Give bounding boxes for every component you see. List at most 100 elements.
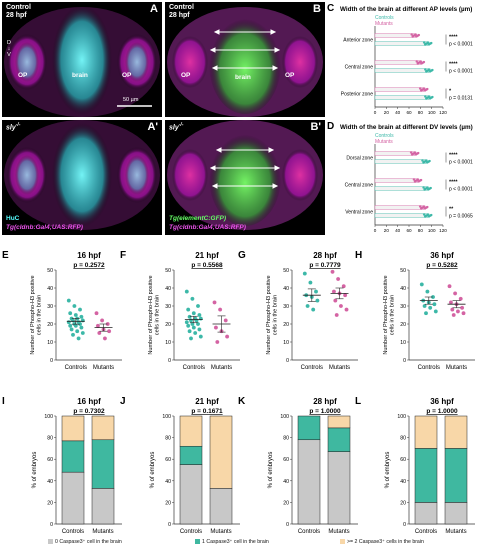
mutants-point-H <box>453 291 458 296</box>
mutants-point-H <box>447 284 452 289</box>
mutants-point-C <box>420 89 423 92</box>
y-tick-label-J: 60 <box>165 457 171 463</box>
y-axis-label-G: Number of Phospho-H3 positivecells in th… <box>266 275 279 354</box>
controls-point-E <box>80 331 85 335</box>
mutants-range-C <box>374 87 424 92</box>
controls-point-F <box>191 311 196 316</box>
mutants-point-G <box>338 304 343 308</box>
marker-huc-label: HuC <box>6 215 20 222</box>
y-tick-label-I: 20 <box>47 500 53 506</box>
y-tick-label-G: 10 <box>283 340 289 346</box>
controls-point-C <box>425 70 428 73</box>
y-axis-label-L: % of embryos <box>385 452 391 489</box>
mutants-range-C <box>374 33 416 38</box>
controls-point-E <box>69 327 74 332</box>
x-tick-label-F: Mutants <box>211 365 232 371</box>
panel-letter-C: C <box>327 3 334 14</box>
p-value-K: p = 1.0000 <box>309 408 341 415</box>
y-tick-label-L: 80 <box>400 436 406 442</box>
bar-segment-K-mutants-1 <box>327 427 351 452</box>
sig-stars-C: * <box>449 89 452 95</box>
x-tick-label-K: Controls <box>298 529 320 535</box>
micrograph-a-prime-image <box>4 120 160 230</box>
y-tick-label-E: 40 <box>47 286 53 292</box>
mutants-point-D <box>419 205 422 208</box>
y-tick-label-K: 40 <box>283 479 289 485</box>
sig-stars-D: **** <box>449 180 458 186</box>
p-value-J: p = 0.1671 <box>191 408 223 415</box>
p-value-D: p = 0.0065 <box>449 214 473 220</box>
y-tick-label-H: 0 <box>403 358 406 364</box>
controls-range-C <box>374 68 430 73</box>
legend-cat1-swatch <box>195 539 200 545</box>
mutants-point-H <box>461 311 466 316</box>
p-value-C: p < 0.0001 <box>449 69 473 75</box>
p-value-C: p = 0.0131 <box>449 96 473 102</box>
y-axis-label-H: Number of Phospho-H3 positivecells in th… <box>383 275 396 354</box>
y-axis-label-E: Number of Phospho-H3 positivecells in th… <box>30 275 43 354</box>
legend-cat2-swatch <box>340 539 345 545</box>
bar-segment-L-controls-0 <box>414 502 438 525</box>
panel-letter-K: K <box>238 396 246 407</box>
legend-mutants-C: Mutants <box>375 21 393 27</box>
x-tick-label-D: 40 <box>395 228 401 233</box>
x-tick-label-D: 20 <box>384 228 390 233</box>
marker-cldnb-label: Tg(cldnb:Gal4;UAS:RFP) <box>169 224 246 231</box>
genotype-sup: -/- <box>15 122 21 128</box>
controls-point-H <box>433 309 438 314</box>
x-tick-label-I: Controls <box>62 529 84 535</box>
controls-point-G <box>315 298 320 303</box>
group-label-C: Posterior zone <box>341 92 373 98</box>
bar-segment-L-mutants-0 <box>444 502 468 525</box>
p-value-G: p = 0.7779 <box>309 262 341 269</box>
controls-point-C <box>425 97 428 100</box>
controls-point-E <box>79 314 84 319</box>
y-tick-label-L: 40 <box>400 479 406 485</box>
y-tick-label-E: 10 <box>47 340 53 346</box>
y-tick-label-I: 80 <box>47 436 53 442</box>
marker-elementc-label: Tg(elementC:GFP) <box>169 215 227 222</box>
x-tick-label-K: Mutants <box>328 529 349 535</box>
y-tick-label-J: 80 <box>165 436 171 442</box>
mutants-point-F <box>218 307 223 312</box>
controls-point-C <box>427 41 430 44</box>
mutants-point-E <box>94 311 99 316</box>
mutants-point-F <box>215 340 220 344</box>
panel-letter-E: E <box>2 250 9 261</box>
bar-segment-K-controls-1 <box>297 415 321 441</box>
x-tick-label-I: Mutants <box>92 529 113 535</box>
mutants-point-H <box>450 307 455 312</box>
x-tick-label-C: 60 <box>406 110 412 115</box>
axis-label-dv: D ↓ V <box>7 40 11 58</box>
panel-letter-I: I <box>2 396 5 407</box>
mutants-point-E <box>97 331 102 335</box>
group-label-D: Central zone <box>345 183 374 189</box>
controls-point-H <box>419 282 424 287</box>
x-tick-label-D: 80 <box>418 228 424 233</box>
controls-point-C <box>428 95 431 98</box>
mutants-point-H <box>451 313 456 317</box>
mutants-point-E <box>95 323 100 328</box>
controls-point-D <box>427 160 431 163</box>
y-tick-label-L: 0 <box>403 522 406 528</box>
group-label-C: Anterior zone <box>343 38 373 44</box>
legend-cat1-label: 1 Caspase3⁺ cell in the brain <box>202 539 269 545</box>
p-value-H: p = 0.5282 <box>426 262 458 269</box>
x-tick-label-G: Mutants <box>329 365 350 371</box>
panel-letter-a-prime: A' <box>147 121 158 133</box>
y-tick-label-K: 80 <box>283 436 289 442</box>
mutants-range-C <box>374 60 421 65</box>
micrograph-a-prime: A' sly-/- HuC Tg(cldnb:Gal4;UAS:RFP) <box>2 120 162 235</box>
mutants-point-G <box>330 269 335 274</box>
y-tick-label-I: 100 <box>44 414 53 420</box>
micrograph-b-prime: B' sly-/- Tg(elementC:GFP) Tg(cldnb:Gal4… <box>165 120 325 235</box>
mutants-point-H <box>458 296 463 301</box>
controls-point-C <box>429 70 432 73</box>
mutants-point-C <box>419 87 422 90</box>
y-tick-label-F: 30 <box>165 304 171 310</box>
mutants-point-F <box>223 318 228 323</box>
condition-label-b-prime: sly-/- <box>169 122 183 131</box>
mutants-point-D <box>411 153 414 156</box>
y-tick-label-F: 20 <box>165 322 171 328</box>
panel-letter-H: H <box>355 250 362 261</box>
